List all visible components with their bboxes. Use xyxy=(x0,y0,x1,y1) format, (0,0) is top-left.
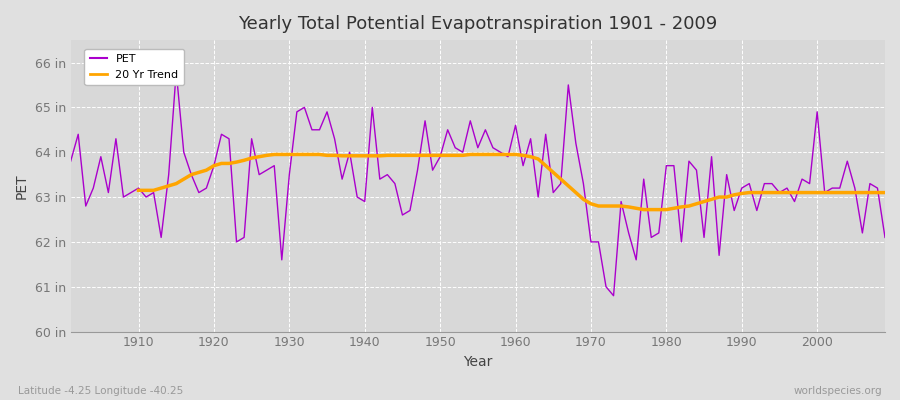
Y-axis label: PET: PET xyxy=(15,173,29,199)
X-axis label: Year: Year xyxy=(464,355,492,369)
Text: Latitude -4.25 Longitude -40.25: Latitude -4.25 Longitude -40.25 xyxy=(18,386,184,396)
Legend: PET, 20 Yr Trend: PET, 20 Yr Trend xyxy=(85,48,184,85)
Text: worldspecies.org: worldspecies.org xyxy=(794,386,882,396)
Title: Yearly Total Potential Evapotranspiration 1901 - 2009: Yearly Total Potential Evapotranspiratio… xyxy=(238,15,717,33)
